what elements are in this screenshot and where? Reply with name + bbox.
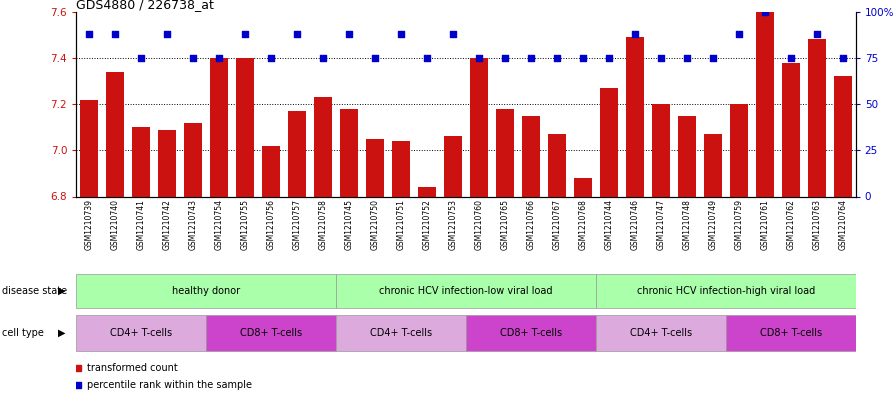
Bar xyxy=(418,187,436,196)
Bar xyxy=(132,127,151,196)
Text: transformed count: transformed count xyxy=(88,362,178,373)
Bar xyxy=(184,123,202,196)
Text: cell type: cell type xyxy=(2,328,44,338)
Point xyxy=(576,55,590,61)
Point xyxy=(316,55,331,61)
Text: CD4+ T-cells: CD4+ T-cells xyxy=(630,328,692,338)
Bar xyxy=(677,116,696,196)
Bar xyxy=(466,315,596,351)
Point xyxy=(212,55,227,61)
Bar xyxy=(392,141,410,196)
Bar xyxy=(726,315,856,351)
Text: ▶: ▶ xyxy=(58,328,65,338)
Point xyxy=(238,31,253,37)
Bar xyxy=(80,99,99,196)
Bar xyxy=(336,274,596,308)
Point xyxy=(524,55,538,61)
Bar xyxy=(206,315,336,351)
Bar xyxy=(807,39,826,197)
Text: disease state: disease state xyxy=(2,286,67,296)
Bar xyxy=(596,274,856,308)
Point xyxy=(498,55,513,61)
Bar xyxy=(76,315,206,351)
Point xyxy=(342,31,357,37)
Bar xyxy=(729,104,748,196)
Bar xyxy=(336,315,466,351)
Bar xyxy=(573,178,592,196)
Text: CD8+ T-cells: CD8+ T-cells xyxy=(240,328,302,338)
Point xyxy=(706,55,720,61)
Point xyxy=(654,55,668,61)
Text: healthy donor: healthy donor xyxy=(172,286,240,296)
Text: percentile rank within the sample: percentile rank within the sample xyxy=(88,380,253,390)
Point xyxy=(628,31,642,37)
Bar xyxy=(106,72,125,196)
Bar xyxy=(262,146,280,196)
Bar xyxy=(625,37,644,197)
Point xyxy=(472,55,487,61)
Bar xyxy=(596,315,726,351)
Point xyxy=(264,55,279,61)
Point xyxy=(732,31,746,37)
Point xyxy=(758,9,772,15)
Bar xyxy=(599,88,618,196)
Bar xyxy=(314,97,332,196)
Point xyxy=(82,31,97,37)
Bar xyxy=(547,134,566,196)
Point xyxy=(290,31,305,37)
Text: chronic HCV infection-low viral load: chronic HCV infection-low viral load xyxy=(379,286,553,296)
Bar xyxy=(366,139,384,196)
Bar xyxy=(210,58,228,196)
Point xyxy=(186,55,201,61)
Point xyxy=(446,31,461,37)
Point xyxy=(134,55,149,61)
Bar xyxy=(651,104,670,196)
Point xyxy=(420,55,435,61)
Text: CD8+ T-cells: CD8+ T-cells xyxy=(500,328,562,338)
Bar xyxy=(288,111,306,196)
Point xyxy=(160,31,175,37)
Bar xyxy=(158,130,177,196)
Bar xyxy=(236,58,254,196)
Text: CD8+ T-cells: CD8+ T-cells xyxy=(760,328,822,338)
Bar xyxy=(76,274,336,308)
Bar xyxy=(781,62,800,196)
Bar xyxy=(340,109,358,196)
Text: ▶: ▶ xyxy=(58,286,65,296)
Bar xyxy=(521,116,540,196)
Point xyxy=(602,55,616,61)
Point xyxy=(108,31,123,37)
Point xyxy=(836,55,850,61)
Point xyxy=(810,31,824,37)
Point xyxy=(394,31,409,37)
Text: CD4+ T-cells: CD4+ T-cells xyxy=(370,328,432,338)
Bar xyxy=(703,134,722,196)
Bar xyxy=(833,76,852,196)
Point xyxy=(680,55,694,61)
Text: CD4+ T-cells: CD4+ T-cells xyxy=(110,328,172,338)
Bar xyxy=(444,136,462,196)
Bar xyxy=(470,58,488,196)
Bar xyxy=(495,109,514,196)
Point xyxy=(784,55,798,61)
Bar xyxy=(755,12,774,196)
Point xyxy=(550,55,564,61)
Point xyxy=(368,55,383,61)
Text: GDS4880 / 226738_at: GDS4880 / 226738_at xyxy=(76,0,214,11)
Text: chronic HCV infection-high viral load: chronic HCV infection-high viral load xyxy=(637,286,814,296)
